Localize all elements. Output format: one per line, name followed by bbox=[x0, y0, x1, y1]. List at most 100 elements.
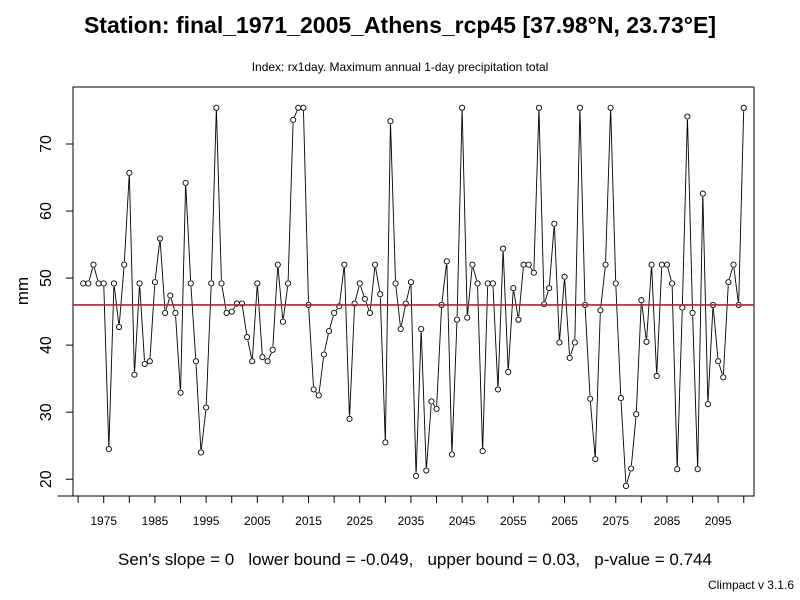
series-segment bbox=[451, 322, 458, 452]
series-segment bbox=[718, 364, 723, 375]
series-segment bbox=[88, 267, 94, 281]
data-point bbox=[720, 374, 727, 381]
series-segment bbox=[108, 286, 115, 446]
series-segment bbox=[272, 267, 279, 347]
series-segment bbox=[247, 340, 252, 359]
series-segment bbox=[615, 286, 622, 395]
data-point bbox=[740, 104, 747, 111]
series-segment bbox=[513, 291, 519, 317]
series-segment bbox=[134, 286, 140, 372]
data-point bbox=[643, 338, 650, 345]
series-segment bbox=[415, 332, 422, 473]
data-point bbox=[85, 280, 92, 287]
series-segment bbox=[477, 286, 483, 448]
data-point bbox=[274, 261, 281, 268]
series-segment bbox=[697, 196, 704, 466]
data-point bbox=[141, 360, 148, 367]
series-segment bbox=[118, 267, 125, 324]
data-point bbox=[244, 334, 251, 341]
data-point bbox=[208, 280, 215, 287]
series-segment bbox=[497, 251, 504, 387]
series-segment bbox=[544, 291, 549, 302]
series-segment bbox=[594, 313, 601, 456]
data-point bbox=[331, 309, 338, 317]
data-point bbox=[407, 279, 414, 286]
series-segment bbox=[318, 357, 324, 393]
x-tick-label: 2075 bbox=[602, 514, 629, 528]
series-segment bbox=[365, 301, 370, 311]
data-point bbox=[622, 482, 630, 489]
data-point bbox=[197, 449, 205, 456]
series-segment bbox=[268, 352, 272, 359]
series-segment bbox=[456, 111, 463, 317]
series-segment bbox=[538, 111, 545, 301]
data-point bbox=[505, 368, 512, 376]
series-segment bbox=[630, 417, 637, 466]
data-point bbox=[300, 104, 307, 111]
data-point bbox=[474, 280, 481, 287]
series-segment bbox=[600, 267, 606, 308]
data-point bbox=[151, 279, 158, 286]
series-segment bbox=[329, 316, 334, 329]
series-segment bbox=[610, 111, 617, 281]
x-tick-label: 2015 bbox=[295, 514, 322, 528]
data-point bbox=[254, 280, 261, 287]
data-point bbox=[551, 220, 558, 227]
data-point bbox=[382, 439, 389, 446]
data-point bbox=[489, 280, 496, 287]
series-segment bbox=[287, 123, 294, 281]
data-point bbox=[592, 456, 599, 463]
series-segment bbox=[579, 111, 586, 302]
data-point bbox=[156, 235, 164, 242]
series-segment bbox=[400, 306, 406, 326]
series-segment bbox=[190, 286, 197, 358]
y-tick-label: 60 bbox=[38, 202, 55, 220]
data-point bbox=[95, 280, 102, 287]
data-point bbox=[182, 179, 189, 186]
series-segment bbox=[728, 267, 734, 280]
x-tick-label: 2095 bbox=[705, 514, 732, 528]
y-axis: 20 30 40 50 60 70 bbox=[38, 135, 74, 488]
data-point bbox=[674, 466, 681, 473]
data-point bbox=[684, 113, 691, 120]
data-point bbox=[131, 371, 138, 378]
data-point bbox=[90, 261, 97, 268]
series-segment bbox=[369, 267, 376, 310]
data-point bbox=[126, 169, 133, 176]
series-segment bbox=[564, 280, 570, 355]
series-segment bbox=[406, 285, 411, 301]
series-segment bbox=[641, 303, 647, 339]
data-point bbox=[80, 280, 87, 287]
data-point bbox=[172, 309, 179, 317]
data-point bbox=[525, 261, 532, 268]
data-point bbox=[223, 309, 230, 317]
series-segment bbox=[472, 267, 478, 281]
series-segment bbox=[324, 334, 329, 352]
y-axis-label: mm bbox=[13, 277, 32, 305]
series-segment bbox=[360, 286, 365, 296]
data-point bbox=[587, 395, 594, 402]
series-segment bbox=[375, 267, 381, 292]
y-tick-label: 40 bbox=[38, 336, 55, 354]
series-segment bbox=[185, 186, 192, 281]
data-point bbox=[602, 261, 609, 268]
data-point bbox=[500, 245, 507, 252]
data-point bbox=[663, 261, 671, 268]
data-point bbox=[192, 358, 199, 365]
data-point bbox=[279, 318, 286, 325]
y-tick-label: 20 bbox=[38, 470, 55, 488]
series-segment bbox=[221, 286, 227, 310]
data-point bbox=[546, 285, 553, 292]
data-point bbox=[653, 372, 660, 380]
data-point bbox=[669, 280, 676, 287]
series-segment bbox=[738, 111, 745, 302]
series-segment bbox=[123, 176, 130, 262]
x-axis: 1975 1985 1995 2005 2015 2025 2035 2045 2055 2065… bbox=[57, 495, 750, 528]
data-point bbox=[361, 295, 368, 302]
data-point bbox=[689, 309, 696, 317]
data-point bbox=[628, 465, 635, 472]
series-segment bbox=[671, 286, 678, 466]
series-segment bbox=[251, 286, 258, 358]
series-segment bbox=[205, 286, 212, 405]
